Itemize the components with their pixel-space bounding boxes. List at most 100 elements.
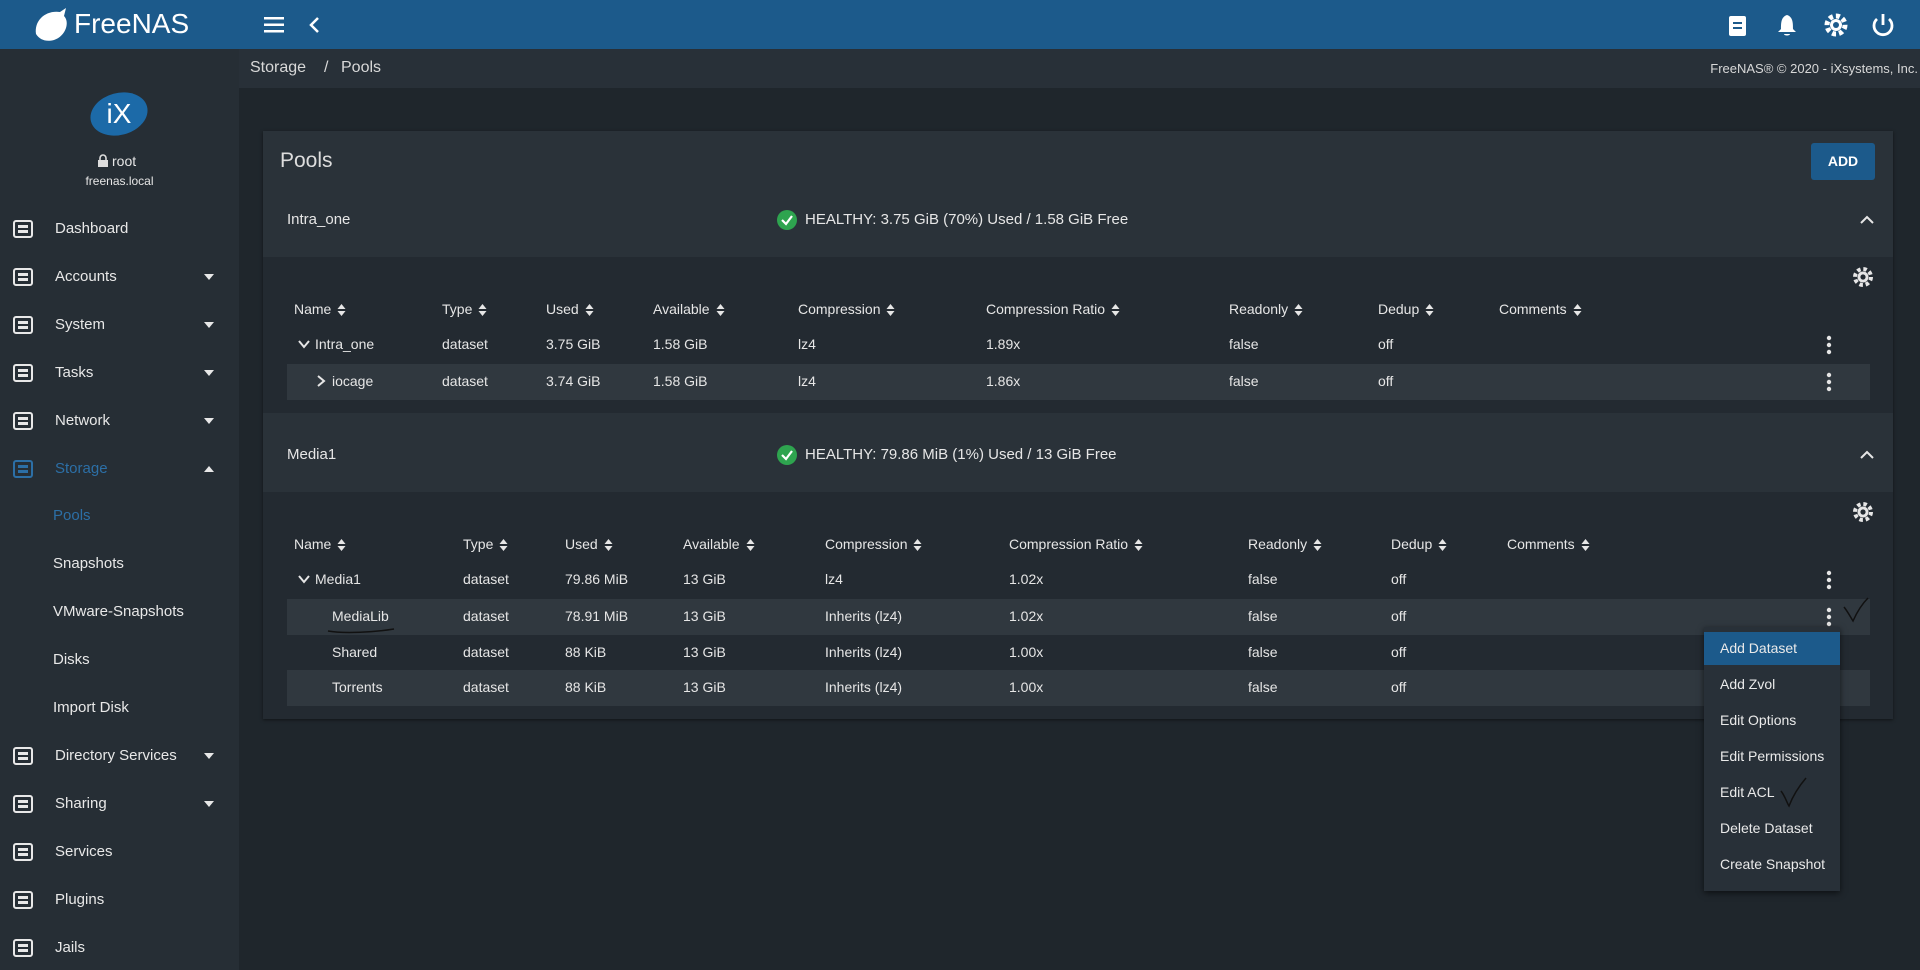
dataset-name[interactable]: Torrents [332, 679, 383, 695]
nav-caret[interactable] [203, 417, 215, 425]
column-header[interactable]: Compression [825, 536, 908, 552]
nav-item[interactable]: Sharing [55, 794, 107, 812]
nav-item[interactable]: Directory Services [55, 746, 177, 764]
pool-name[interactable]: Media1 [287, 446, 337, 463]
settings-icon[interactable] [1823, 12, 1849, 38]
pool-name[interactable]: Intra_one [287, 211, 351, 228]
dataset-name[interactable]: iocage [332, 373, 374, 389]
nav-item[interactable]: Tasks [55, 363, 94, 381]
power-icon[interactable] [1870, 12, 1896, 38]
column-header[interactable]: Comments [1507, 536, 1575, 552]
column-header[interactable]: Compression [798, 301, 881, 317]
sort-icon[interactable] [604, 538, 613, 552]
sort-icon[interactable] [1134, 538, 1143, 552]
row-actions[interactable] [1826, 607, 1832, 627]
column-header[interactable]: Compression Ratio [986, 301, 1106, 317]
sort-icon[interactable] [1573, 303, 1582, 317]
sort-icon[interactable] [1425, 303, 1434, 317]
column-header[interactable]: Used [546, 301, 579, 317]
nav-item[interactable]: Network [55, 411, 111, 429]
nav-item[interactable]: Dashboard [55, 220, 129, 237]
menu-item[interactable]: Add Zvol [1720, 676, 1776, 692]
sort-icon[interactable] [1294, 303, 1303, 317]
column-header[interactable]: Dedup [1378, 301, 1420, 317]
cell: false [1229, 373, 1259, 389]
alerts-icon[interactable] [1776, 13, 1798, 37]
nav-caret[interactable] [203, 273, 215, 281]
sort-icon[interactable] [886, 303, 895, 317]
sort-icon[interactable] [585, 303, 594, 317]
column-header[interactable]: Readonly [1229, 301, 1289, 317]
nav-item[interactable]: Plugins [55, 890, 105, 908]
nav-subitem[interactable]: Pools [53, 507, 91, 525]
nav-caret[interactable] [203, 752, 215, 760]
menu-item[interactable]: Delete Dataset [1720, 820, 1813, 836]
column-header[interactable]: Type [463, 536, 494, 552]
column-header[interactable]: Available [683, 536, 740, 552]
cell: dataset [442, 373, 488, 389]
menu-item[interactable]: Add Dataset [1720, 640, 1798, 656]
nav-caret[interactable] [203, 369, 215, 377]
column-header[interactable]: Available [653, 301, 710, 317]
sort-icon[interactable] [1111, 303, 1120, 317]
collapse-toggle[interactable] [1860, 450, 1874, 460]
dataset-name[interactable]: Media1 [315, 571, 361, 587]
sort-icon[interactable] [478, 303, 487, 317]
sort-icon[interactable] [1438, 538, 1447, 552]
expand-toggle[interactable] [298, 338, 310, 350]
nav-caret[interactable] [203, 800, 215, 808]
menu-toggle[interactable] [264, 15, 286, 35]
nav-subitem[interactable]: VMware-Snapshots [53, 603, 184, 621]
nav-subitem[interactable]: Disks [53, 651, 90, 669]
sort-icon[interactable] [913, 538, 922, 552]
back-button[interactable] [307, 15, 323, 35]
column-header[interactable]: Comments [1499, 301, 1567, 317]
sort-icon[interactable] [1581, 538, 1590, 552]
menu-item[interactable]: Create Snapshot [1720, 856, 1826, 872]
row-actions[interactable] [1826, 335, 1832, 355]
menu-item[interactable]: Edit Permissions [1720, 748, 1825, 764]
add-button[interactable]: ADD [1811, 143, 1875, 180]
nav-subitem[interactable]: Snapshots [53, 555, 124, 573]
dataset-name[interactable]: MediaLib [332, 608, 389, 624]
cell: 88 KiB [565, 679, 607, 695]
row-actions[interactable] [1826, 372, 1832, 392]
nav-item[interactable]: System [55, 315, 106, 333]
collapse-toggle[interactable] [1860, 215, 1874, 225]
nav-item[interactable]: Jails [55, 938, 86, 956]
expand-toggle[interactable] [298, 573, 310, 585]
sort-icon[interactable] [337, 303, 346, 317]
nav-item[interactable]: Services [55, 842, 113, 860]
svg-text:iX: iX [107, 98, 132, 129]
sort-icon[interactable] [716, 303, 725, 317]
menu-item[interactable]: Edit Options [1720, 712, 1797, 728]
column-header[interactable]: Compression Ratio [1009, 536, 1129, 552]
sort-icon[interactable] [337, 538, 346, 552]
expand-toggle[interactable] [315, 375, 327, 387]
column-header[interactable]: Type [442, 301, 473, 317]
row-actions[interactable] [1826, 570, 1832, 590]
column-header[interactable]: Name [294, 301, 332, 317]
dataset-name[interactable]: Shared [332, 644, 378, 660]
sort-icon[interactable] [746, 538, 755, 552]
cell: dataset [463, 608, 509, 624]
column-header[interactable]: Used [565, 536, 598, 552]
cell: 13 GiB [683, 571, 726, 587]
task-icon[interactable] [1727, 13, 1749, 37]
nav-caret[interactable] [203, 465, 215, 473]
nav-subitem[interactable]: Import Disk [53, 699, 129, 716]
column-header[interactable]: Dedup [1391, 536, 1433, 552]
nav-caret[interactable] [203, 321, 215, 329]
breadcrumb-item[interactable]: Storage [250, 59, 307, 76]
sort-icon[interactable] [1313, 538, 1322, 552]
table-settings[interactable] [1852, 266, 1874, 288]
cell: dataset [463, 644, 509, 660]
column-header[interactable]: Readonly [1248, 536, 1308, 552]
nav-item[interactable]: Storage [55, 459, 108, 477]
table-settings[interactable] [1852, 501, 1874, 523]
dataset-name[interactable]: Intra_one [315, 336, 375, 352]
sort-icon[interactable] [499, 538, 508, 552]
column-header[interactable]: Name [294, 536, 332, 552]
nav-item[interactable]: Accounts [55, 267, 117, 285]
menu-item[interactable]: Edit ACL [1720, 784, 1775, 800]
